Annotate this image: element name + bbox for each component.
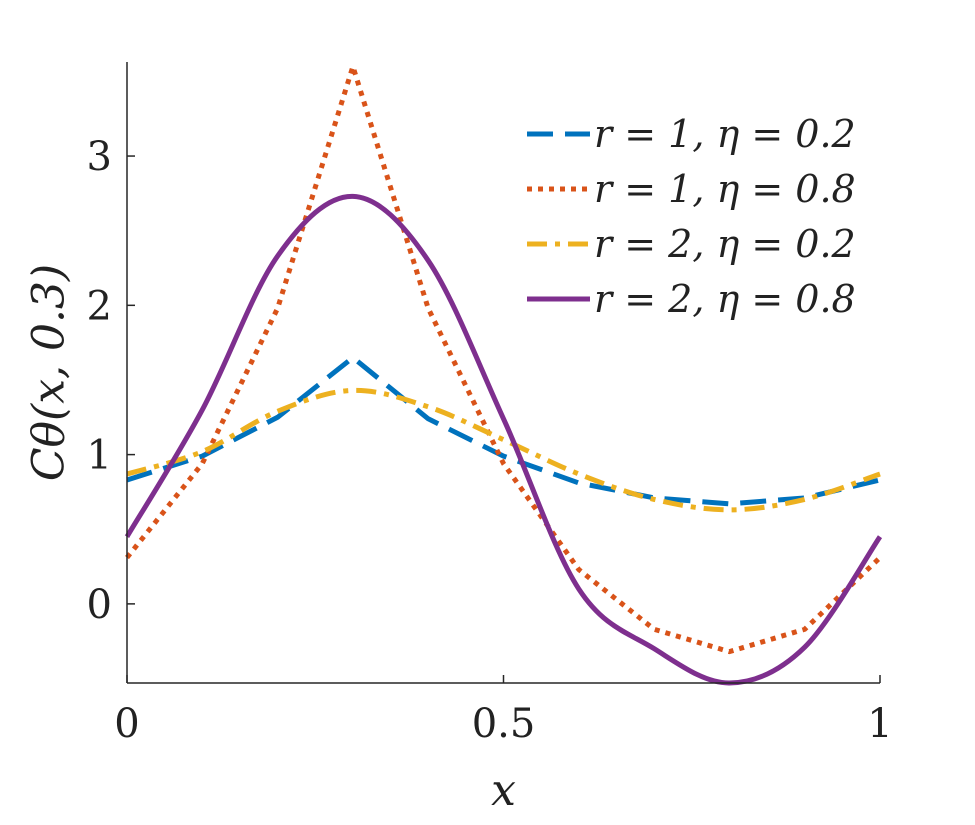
legend: r = 1, η = 0.2 r = 1, η = 0.8 r = 2, η = 0… [527, 112, 856, 321]
legend-entry-label: r = 2, η = 0.2 [594, 222, 856, 266]
y-tick-label: 1 [87, 433, 112, 479]
legend-entry-label: r = 1, η = 0.8 [594, 167, 856, 211]
y-tick-label: 3 [87, 134, 112, 180]
x-ticks: 0 0.5 1 [114, 675, 893, 747]
y-ticks: 0 1 2 3 [87, 134, 135, 628]
legend-entry-label: r = 1, η = 0.2 [594, 112, 856, 156]
plot-area [124, 63, 883, 686]
series-line [126, 355, 881, 507]
y-axis-label: Cθ(x, 0.3) [24, 264, 75, 481]
x-tick-label: 1 [867, 701, 892, 747]
y-tick-label: 0 [87, 582, 112, 628]
series-line [126, 387, 881, 513]
x-tick-label: 0.5 [472, 701, 536, 747]
legend-entry-label: r = 2, η = 0.8 [594, 277, 856, 321]
x-axis-label: x [491, 765, 516, 816]
series-line [124, 193, 883, 686]
x-tick-label: 0 [114, 701, 139, 747]
series-line [125, 63, 882, 655]
y-tick-label: 2 [87, 283, 112, 329]
